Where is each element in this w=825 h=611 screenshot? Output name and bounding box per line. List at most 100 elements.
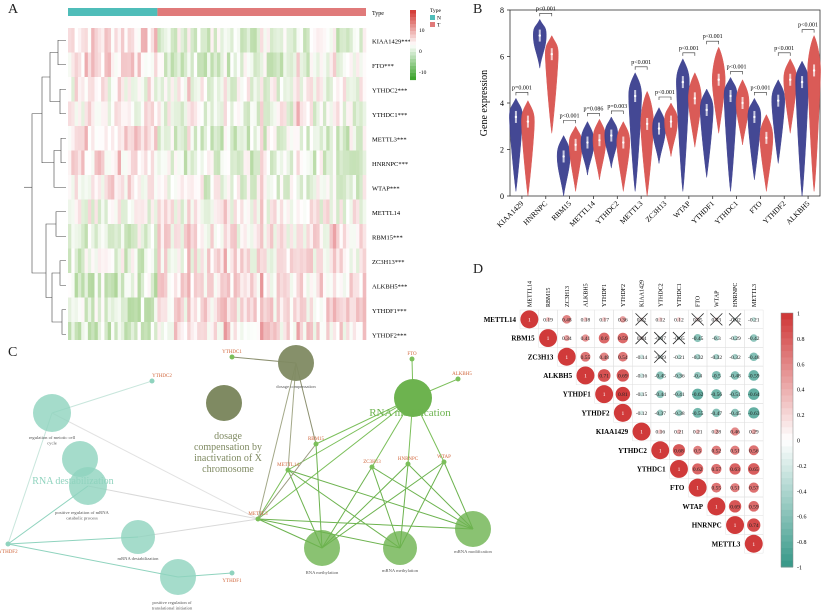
heatmap-cell	[104, 224, 109, 249]
colorbar-step	[781, 376, 793, 384]
heatmap-cell	[170, 52, 175, 78]
heatmap-cell	[127, 322, 132, 340]
corr-value: 0.21	[674, 430, 684, 436]
heatmap-cell	[246, 52, 251, 78]
heatmap-cell	[316, 175, 320, 200]
heatmap-cell	[213, 126, 218, 151]
violin-t	[640, 90, 654, 197]
heatmap-cell	[190, 224, 195, 249]
corr-value: 1	[528, 317, 531, 323]
heatmap-cell	[114, 175, 118, 200]
corr-value: -0.64	[748, 392, 760, 398]
heatmap-cell	[263, 322, 267, 340]
heatmap-cell	[91, 248, 95, 274]
heatmap-cell	[84, 126, 89, 151]
heatmap-cell	[167, 322, 171, 340]
heatmap-cell	[120, 77, 125, 102]
heatmap-cell	[269, 52, 274, 78]
pvalue-bracket	[754, 92, 767, 96]
heatmap-cell	[269, 322, 274, 340]
corr-value: 1	[734, 523, 737, 529]
corr-value: 0.62	[693, 467, 703, 473]
corr-value: -0.47	[711, 411, 723, 417]
term-label-line: translational initiation	[152, 606, 193, 611]
corr-value: 1	[565, 355, 568, 361]
heatmap-chart: TypeKIAA1429***FTO***YTHDC2***YTHDC1***M…	[24, 8, 441, 340]
corr-circle	[728, 500, 742, 513]
heatmap-cell	[84, 52, 89, 78]
corr-value: 1	[584, 373, 587, 379]
heatmap-cell	[240, 322, 244, 340]
pvalue-bracket	[706, 40, 719, 45]
heatmap-cell	[326, 322, 330, 340]
gene-node	[255, 516, 261, 522]
pvalue-bracket	[777, 52, 791, 56]
violin-median	[681, 80, 685, 84]
violin-n	[604, 116, 619, 169]
violin-median	[610, 134, 613, 137]
heatmap-cell	[71, 248, 75, 274]
heatmap-cell	[107, 101, 112, 127]
x-tick-label: WTAP	[671, 199, 692, 220]
heatmap-cell	[140, 199, 145, 225]
heatmap-cell	[276, 52, 281, 78]
violin-t	[688, 72, 702, 148]
heatmap-cell	[306, 273, 311, 298]
heatmap-cell	[94, 126, 99, 151]
corr-value: 0.56	[749, 448, 759, 454]
heatmap-cell	[140, 224, 145, 249]
corr-value: 0.5	[694, 448, 701, 454]
heatmap-cell	[349, 248, 354, 274]
heatmap-cell	[120, 322, 125, 340]
term-node	[455, 511, 491, 547]
colorbar-tick: 0.8	[797, 337, 805, 343]
pvalue-bracket	[801, 29, 815, 33]
term-node	[160, 559, 196, 595]
heatmap-cell	[243, 52, 248, 78]
violin-t	[616, 121, 631, 192]
heatmap-cell	[273, 322, 277, 340]
corr-nonsig-cross	[728, 313, 742, 326]
heatmap-cell	[130, 126, 135, 151]
heatmap-cell	[273, 199, 277, 225]
colorbar-tick: 0	[419, 49, 422, 55]
heatmap-cell	[107, 52, 112, 78]
corr-circle	[619, 316, 627, 323]
heatmap-cell	[309, 101, 314, 127]
heatmap-cell	[220, 248, 224, 274]
heatmap-cell	[246, 28, 251, 53]
heatmap-cell	[167, 248, 171, 274]
heatmap-cell	[120, 150, 125, 176]
heatmap-cell	[313, 273, 317, 298]
heatmap-cell	[260, 101, 264, 127]
corr-col-label: YTHDF2	[621, 284, 627, 307]
heatmap-cell	[316, 224, 320, 249]
heatmap-cell	[87, 297, 92, 323]
heatmap-cell	[213, 322, 218, 340]
heatmap-cell	[150, 322, 155, 340]
corr-circle	[576, 366, 595, 385]
heatmap-cell	[279, 150, 284, 176]
corr-value: 0.17	[599, 317, 609, 323]
heatmap-cell	[336, 322, 340, 340]
panel-letter-c: C	[8, 345, 18, 360]
heatmap-cell	[319, 150, 324, 176]
heatmap-cell	[167, 199, 171, 225]
heatmap-cell	[147, 77, 152, 102]
heatmap-cell	[260, 273, 264, 298]
heatmap-cell	[197, 224, 201, 249]
heatmap-cell	[223, 77, 228, 102]
violin-n	[723, 76, 738, 192]
heatmap-cell	[246, 77, 251, 102]
network-edge	[7, 543, 179, 578]
violin-median	[800, 80, 804, 84]
heatmap-cell	[71, 126, 75, 151]
heatmap-cell	[276, 199, 281, 225]
heatmap-cell	[226, 150, 231, 176]
heatmap-cell	[309, 297, 314, 323]
heatmap-cell	[352, 297, 357, 323]
heatmap-cell	[173, 77, 178, 102]
cluster-node	[206, 385, 242, 421]
gene-node	[405, 461, 411, 467]
